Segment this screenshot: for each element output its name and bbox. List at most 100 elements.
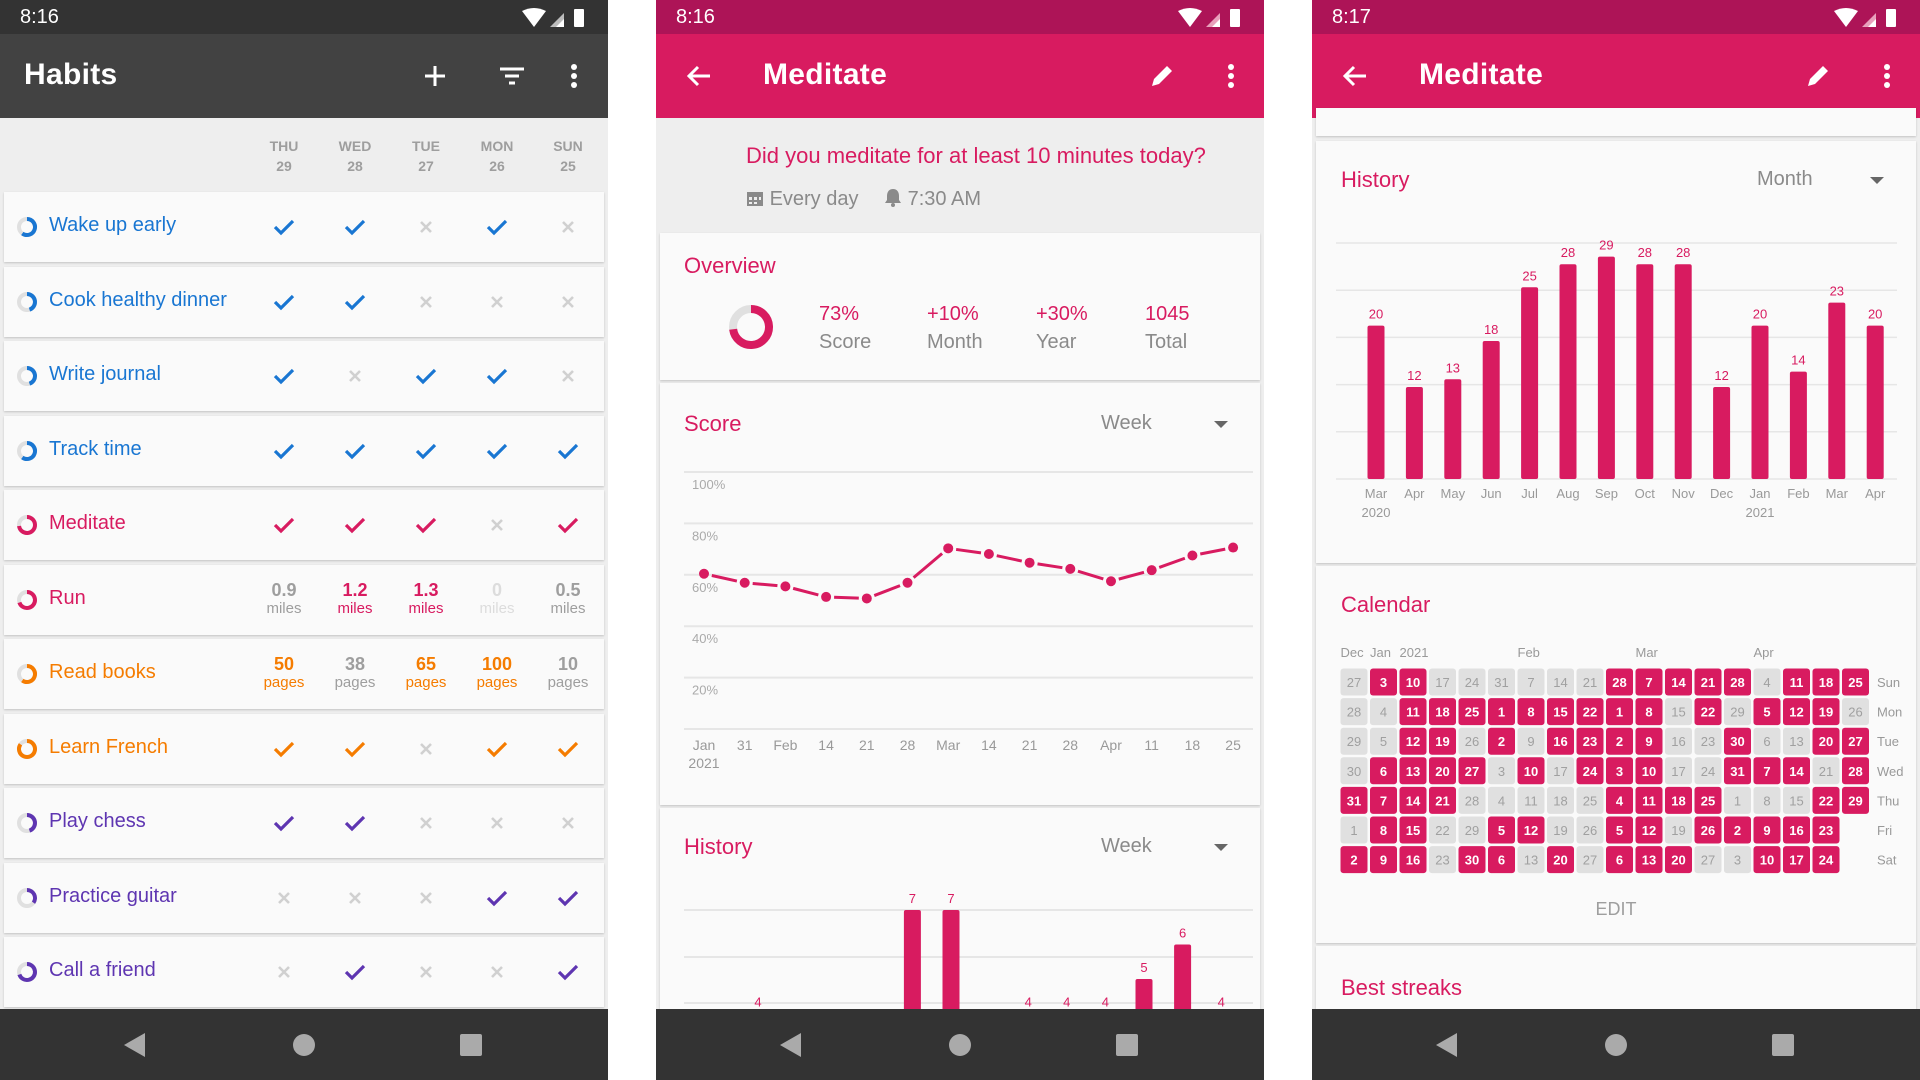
habit-day-cell[interactable] <box>538 788 598 858</box>
habit-day-cell[interactable] <box>254 192 314 262</box>
calendar-day-missed[interactable] <box>1517 727 1545 755</box>
habit-name[interactable]: Write journal <box>49 363 161 385</box>
calendar-day-done[interactable] <box>1724 816 1751 844</box>
calendar-day-missed[interactable] <box>1665 698 1692 726</box>
calendar-day-done[interactable] <box>1399 846 1427 874</box>
calendar-day-done[interactable] <box>1606 698 1633 726</box>
calendar-day-missed[interactable] <box>1665 816 1692 844</box>
calendar-day-done[interactable] <box>1635 727 1663 755</box>
habit-name[interactable]: Read books <box>49 661 156 683</box>
add-icon[interactable] <box>420 61 450 91</box>
nav-recents-icon[interactable] <box>1116 1034 1138 1056</box>
dropdown-arrow-icon[interactable] <box>1214 421 1228 428</box>
calendar-day-missed[interactable] <box>1547 668 1574 696</box>
habit-name[interactable]: Cook healthy dinner <box>49 288 227 311</box>
score-period-dropdown[interactable]: Week <box>1101 412 1152 434</box>
calendar-day-done[interactable] <box>1429 757 1456 785</box>
habit-day-cell[interactable] <box>254 714 314 784</box>
habit-day-cell[interactable] <box>396 341 456 411</box>
habit-day-cell[interactable] <box>325 788 385 858</box>
habit-day-cell[interactable] <box>254 937 314 1007</box>
filter-icon[interactable] <box>497 61 527 91</box>
habit-day-cell[interactable] <box>467 490 527 560</box>
calendar-day-done[interactable] <box>1399 668 1427 696</box>
habit-day-cell[interactable]: 0 miles <box>467 565 527 635</box>
habit-day-cell[interactable] <box>538 490 598 560</box>
calendar-day-done[interactable] <box>1694 698 1722 726</box>
calendar-day-missed[interactable] <box>1724 846 1751 874</box>
habit-day-cell[interactable] <box>254 863 314 933</box>
calendar-day-done[interactable] <box>1783 846 1810 874</box>
calendar-day-done[interactable] <box>1753 757 1781 785</box>
calendar-day-missed[interactable] <box>1458 668 1486 696</box>
calendar-day-done[interactable] <box>1665 786 1692 814</box>
calendar-day-done[interactable] <box>1842 786 1869 814</box>
habit-day-cell[interactable] <box>396 788 456 858</box>
calendar-day-done[interactable] <box>1812 786 1840 814</box>
habit-row[interactable]: Play chess <box>4 788 604 858</box>
habit-day-cell[interactable]: 1.3 miles <box>396 565 456 635</box>
calendar-day-done[interactable] <box>1458 757 1486 785</box>
calendar-day-done[interactable] <box>1606 668 1633 696</box>
habit-day-cell[interactable]: 10 pages <box>538 639 598 709</box>
more-vert-icon[interactable] <box>1872 61 1902 91</box>
calendar-day-missed[interactable] <box>1429 816 1456 844</box>
calendar-day-missed[interactable] <box>1753 786 1781 814</box>
habit-day-cell[interactable] <box>538 192 598 262</box>
edit-button[interactable]: EDIT <box>1595 899 1637 919</box>
habit-day-cell[interactable] <box>325 937 385 1007</box>
calendar-day-done[interactable] <box>1812 846 1840 874</box>
habit-row[interactable]: Practice guitar <box>4 862 604 933</box>
habit-day-cell[interactable] <box>254 490 314 560</box>
calendar-day-done[interactable] <box>1576 727 1604 755</box>
calendar-day-missed[interactable] <box>1665 727 1692 755</box>
calendar-day-missed[interactable] <box>1340 698 1368 726</box>
calendar-day-done[interactable] <box>1812 816 1840 844</box>
habit-day-cell[interactable]: 0.5 miles <box>538 565 598 635</box>
nav-home-icon[interactable] <box>1605 1034 1627 1056</box>
habit-day-cell[interactable]: 100 pages <box>467 639 527 709</box>
calendar-day-done[interactable] <box>1606 786 1633 814</box>
habit-day-cell[interactable] <box>538 416 598 486</box>
calendar-day-missed[interactable] <box>1488 757 1515 785</box>
habit-day-cell[interactable] <box>538 714 598 784</box>
calendar-day-done[interactable] <box>1399 727 1427 755</box>
calendar-day-missed[interactable] <box>1429 668 1456 696</box>
habit-row[interactable]: Meditate <box>4 490 604 560</box>
calendar-day-done[interactable] <box>1694 786 1722 814</box>
dropdown-arrow-icon[interactable] <box>1214 844 1228 851</box>
calendar-day-missed[interactable] <box>1724 786 1751 814</box>
calendar-day-done[interactable] <box>1517 816 1545 844</box>
calendar-day-done[interactable] <box>1340 786 1368 814</box>
calendar-day-done[interactable] <box>1429 698 1456 726</box>
calendar-day-missed[interactable] <box>1753 727 1781 755</box>
edit-pencil-icon[interactable] <box>1803 61 1833 91</box>
habit-day-cell[interactable] <box>325 267 385 337</box>
nav-back-icon[interactable] <box>780 1033 801 1057</box>
edit-pencil-icon[interactable] <box>1147 61 1177 91</box>
calendar-day-missed[interactable] <box>1517 668 1545 696</box>
calendar-day-done[interactable] <box>1488 727 1515 755</box>
calendar-day-missed[interactable] <box>1724 698 1751 726</box>
habit-day-cell[interactable]: 65 pages <box>396 639 456 709</box>
calendar-day-done[interactable] <box>1635 668 1663 696</box>
calendar-day-done[interactable] <box>1547 727 1574 755</box>
habit-day-cell[interactable] <box>254 416 314 486</box>
habit-day-cell[interactable] <box>396 863 456 933</box>
habit-day-cell[interactable] <box>325 192 385 262</box>
habit-day-cell[interactable] <box>467 788 527 858</box>
calendar-day-missed[interactable] <box>1458 816 1486 844</box>
calendar-day-done[interactable] <box>1842 757 1869 785</box>
calendar-day-done[interactable] <box>1547 698 1574 726</box>
calendar-day-done[interactable] <box>1783 757 1810 785</box>
calendar-day-done[interactable] <box>1576 757 1604 785</box>
calendar-day-done[interactable] <box>1370 816 1397 844</box>
more-vert-icon[interactable] <box>559 61 589 91</box>
habit-day-cell[interactable] <box>467 937 527 1007</box>
habit-day-cell[interactable] <box>538 937 598 1007</box>
habit-day-cell[interactable] <box>325 490 385 560</box>
habit-day-cell[interactable] <box>325 863 385 933</box>
calendar-day-missed[interactable] <box>1370 727 1397 755</box>
calendar-day-done[interactable] <box>1665 846 1692 874</box>
habit-name[interactable]: Track time <box>49 437 142 460</box>
